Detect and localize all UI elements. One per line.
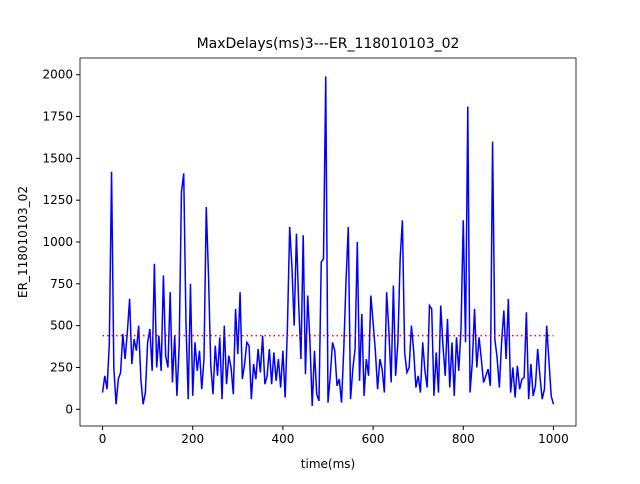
plot-frame — [79, 57, 577, 427]
y-tick-label: 750 — [50, 277, 73, 291]
y-tick-label: 500 — [50, 319, 73, 333]
y-tick-label: 1500 — [42, 151, 73, 165]
x-tick-label: 200 — [181, 432, 204, 446]
y-axis-label: ER_118010103_02 — [16, 186, 30, 298]
y-tick-label: 1250 — [42, 193, 73, 207]
y-tick-label: 1000 — [42, 235, 73, 249]
y-tick-label: 2000 — [42, 68, 73, 82]
y-tick-label: 1750 — [42, 110, 73, 124]
x-tick-label: 800 — [452, 432, 475, 446]
x-tick-label: 600 — [362, 432, 385, 446]
y-tick-label: 0 — [65, 402, 73, 416]
x-tick-label: 400 — [271, 432, 294, 446]
x-tick-label: 1000 — [538, 432, 569, 446]
chart-title: MaxDelays(ms)3---ER_118010103_02 — [197, 36, 460, 52]
x-axis-label: time(ms) — [301, 457, 355, 471]
y-tick-label: 250 — [50, 360, 73, 374]
data-line — [101, 76, 555, 406]
x-tick-label: 0 — [99, 432, 107, 446]
